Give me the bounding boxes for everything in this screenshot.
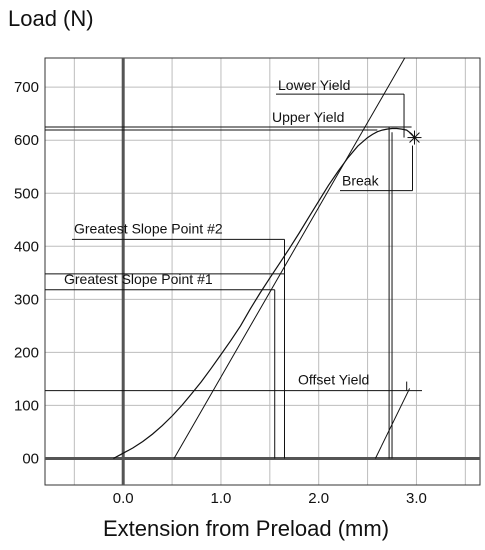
x-tick-label: 1.0 [211, 490, 232, 507]
x-axis-label: Extension from Preload (mm) [103, 516, 389, 541]
upper-yield-label: Upper Yield [272, 109, 344, 125]
greatest-slope-line [173, 57, 406, 459]
y-tick-label: 200 [14, 344, 39, 361]
y-tick-label: 300 [14, 291, 39, 308]
x-tick-label: 2.0 [308, 490, 329, 507]
axes [45, 58, 480, 485]
lower-yield-label: Lower Yield [278, 77, 350, 93]
slope-point-2-label: Greatest Slope Point #2 [74, 220, 223, 236]
plot-frame [44, 57, 481, 486]
grid [45, 58, 480, 485]
y-tick-label: 400 [14, 238, 39, 255]
offset-yield-label: Offset Yield [298, 372, 369, 388]
break-label: Break [342, 173, 380, 189]
break-marker-stroke [409, 132, 420, 143]
y-tick-label: 700 [14, 79, 39, 96]
break-marker [407, 130, 422, 145]
x-tick-label: 0.0 [113, 490, 134, 507]
y-tick-label: 500 [14, 185, 39, 202]
y-tick-label: 00 [22, 450, 39, 467]
y-axis-label: Load (N) [8, 6, 94, 31]
slope-point-1-label: Greatest Slope Point #1 [64, 271, 213, 287]
x-tick-label: 3.0 [406, 490, 427, 507]
x-tick-labels: 0.0 1.0 2.0 3.0 [113, 490, 427, 507]
y-tick-label: 100 [14, 397, 39, 414]
y-tick-label: 600 [14, 132, 39, 149]
annotations: Lower Yield Upper Yield Break Greatest Slop… [45, 77, 422, 459]
y-tick-labels: 00 100 200 300 400 500 600 700 [14, 79, 39, 467]
